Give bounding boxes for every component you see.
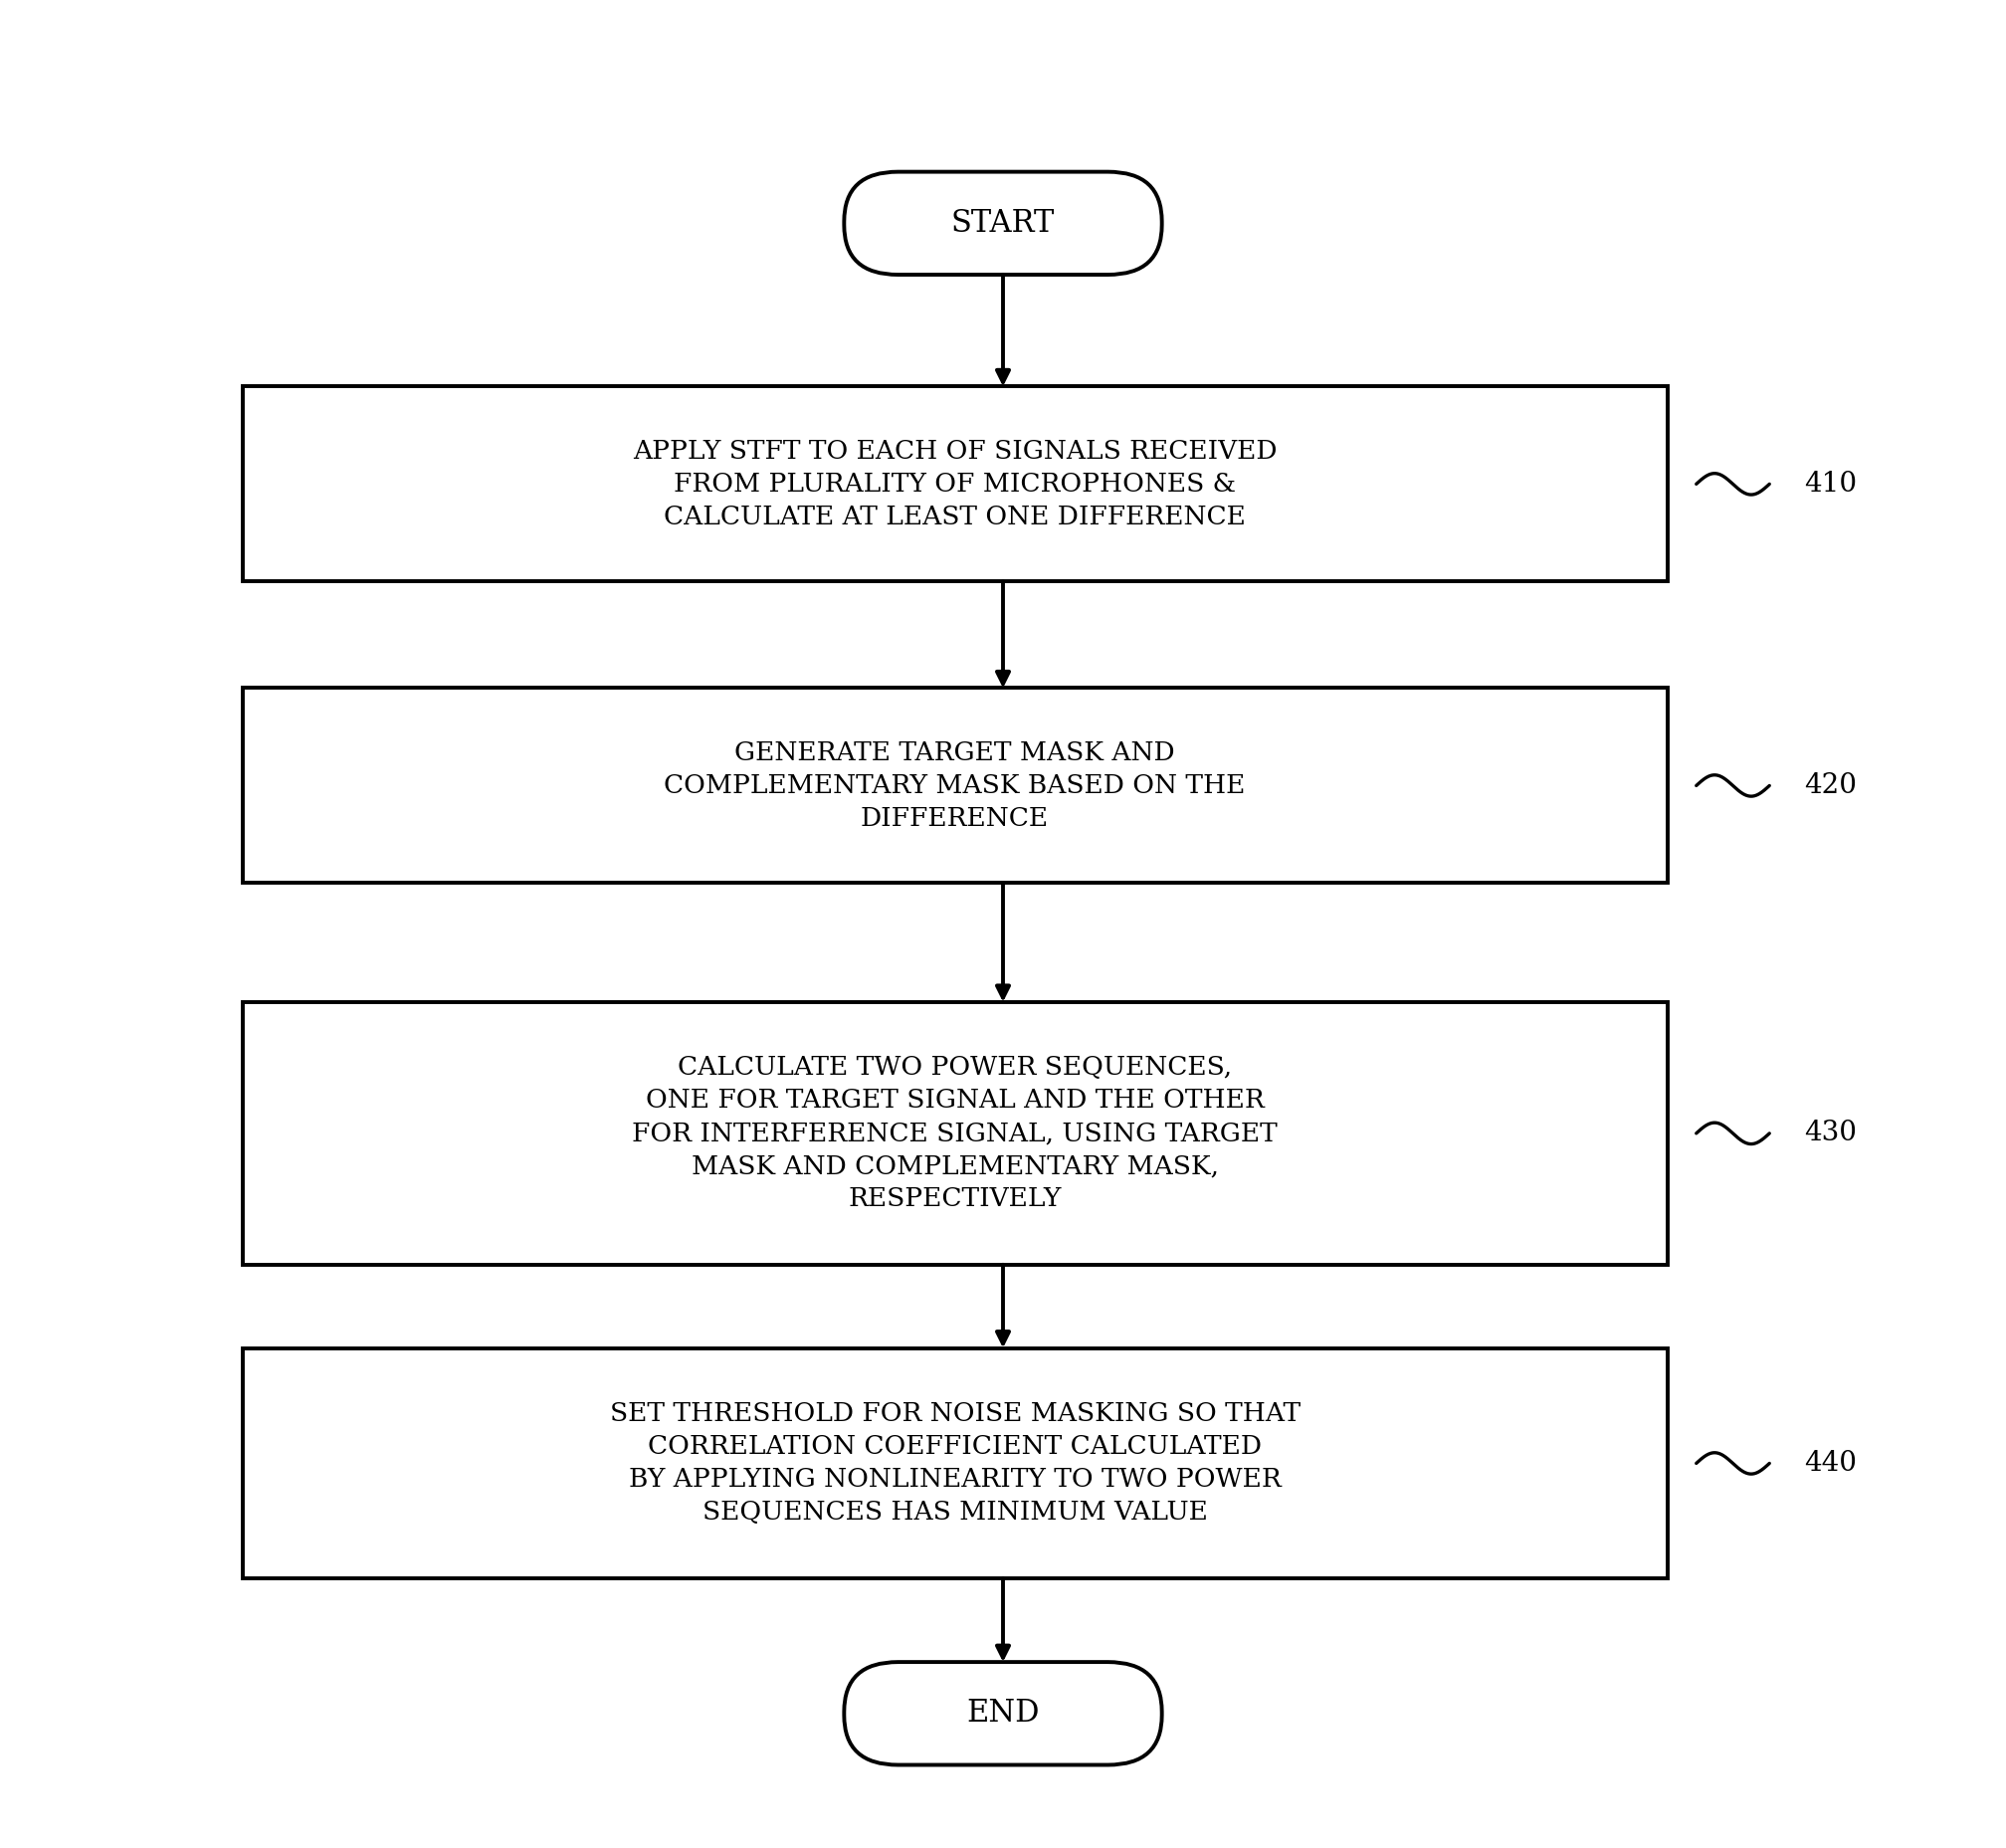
FancyBboxPatch shape	[845, 1661, 1161, 1765]
FancyBboxPatch shape	[845, 172, 1161, 275]
Bar	[243, 386, 1667, 582]
Text: 420: 420	[1803, 772, 1858, 798]
Text: 430: 430	[1803, 1120, 1858, 1148]
Bar	[243, 687, 1667, 883]
Bar	[243, 1347, 1667, 1578]
Text: 410: 410	[1803, 471, 1858, 497]
Text: START: START	[951, 207, 1055, 238]
Text: APPLY STFT TO EACH OF SIGNALS RECEIVED
FROM PLURALITY OF MICROPHONES &
CALCULATE: APPLY STFT TO EACH OF SIGNALS RECEIVED F…	[632, 438, 1278, 529]
Bar	[243, 1002, 1667, 1264]
Text: CALCULATE TWO POWER SEQUENCES,
ONE FOR TARGET SIGNAL AND THE OTHER
FOR INTERFERE: CALCULATE TWO POWER SEQUENCES, ONE FOR T…	[632, 1055, 1278, 1212]
Text: GENERATE TARGET MASK AND
COMPLEMENTARY MASK BASED ON THE
DIFFERENCE: GENERATE TARGET MASK AND COMPLEMENTARY M…	[664, 741, 1246, 832]
Text: SET THRESHOLD FOR NOISE MASKING SO THAT
CORRELATION COEFFICIENT CALCULATED
BY AP: SET THRESHOLD FOR NOISE MASKING SO THAT …	[610, 1401, 1300, 1525]
Text: END: END	[967, 1698, 1039, 1730]
Text: 440: 440	[1803, 1451, 1858, 1477]
